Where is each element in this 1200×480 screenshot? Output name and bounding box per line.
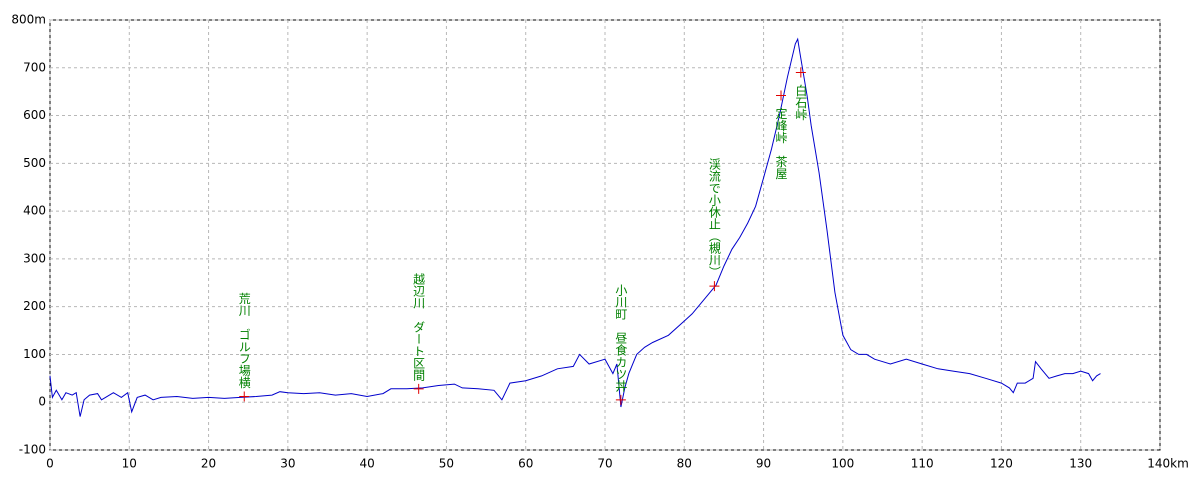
marker [413,383,424,394]
annotation: 荒川 ゴルフ場横 [237,292,251,389]
x-tick-label: 100 [831,457,854,471]
y-tick-label: 100 [23,347,46,361]
plot-frame [49,19,1161,451]
marker [239,391,250,402]
annotation: 渓流で小休止（槻川） [707,158,721,278]
x-tick-label: 80 [677,457,692,471]
elevation-line [49,37,1101,417]
annotation: 定峰峠 茶屋 [774,106,788,180]
y-tick-label: 400 [23,204,46,218]
x-tick-label: 30 [280,457,295,471]
x-tick-label: 90 [756,457,771,471]
marker [615,394,626,405]
y-tick-label: 0 [38,395,46,409]
annotation: 小川町 昼食カツ丼 [614,283,628,391]
y-tick-label: 300 [23,251,46,265]
x-tick-label: 120 [990,457,1013,471]
x-tick-label: 130 [1069,457,1092,471]
x-tick-label: 10 [122,457,137,471]
y-tick-label: 600 [23,108,46,122]
marker [776,90,787,101]
x-tick-label: 40 [360,457,375,471]
y-tick-label: -100 [19,443,46,457]
x-tick-label: 20 [201,457,216,471]
x-tick-label: 110 [911,457,934,471]
x-tick-label: 0 [46,457,54,471]
annotation: 越辺川 ダート区間 [412,272,426,380]
y-tick-label: 700 [23,60,46,74]
marker [795,67,806,78]
x-tick-label: 140km [1147,457,1189,471]
x-tick-label: 60 [518,457,533,471]
x-tick-label: 70 [597,457,612,471]
y-tick-label: 800m [11,13,46,27]
marker [709,281,720,292]
x-tick-label: 50 [439,457,454,471]
y-tick-label: 500 [23,156,46,170]
annotation: 白石峠 [794,83,808,120]
y-tick-label: 200 [23,299,46,313]
